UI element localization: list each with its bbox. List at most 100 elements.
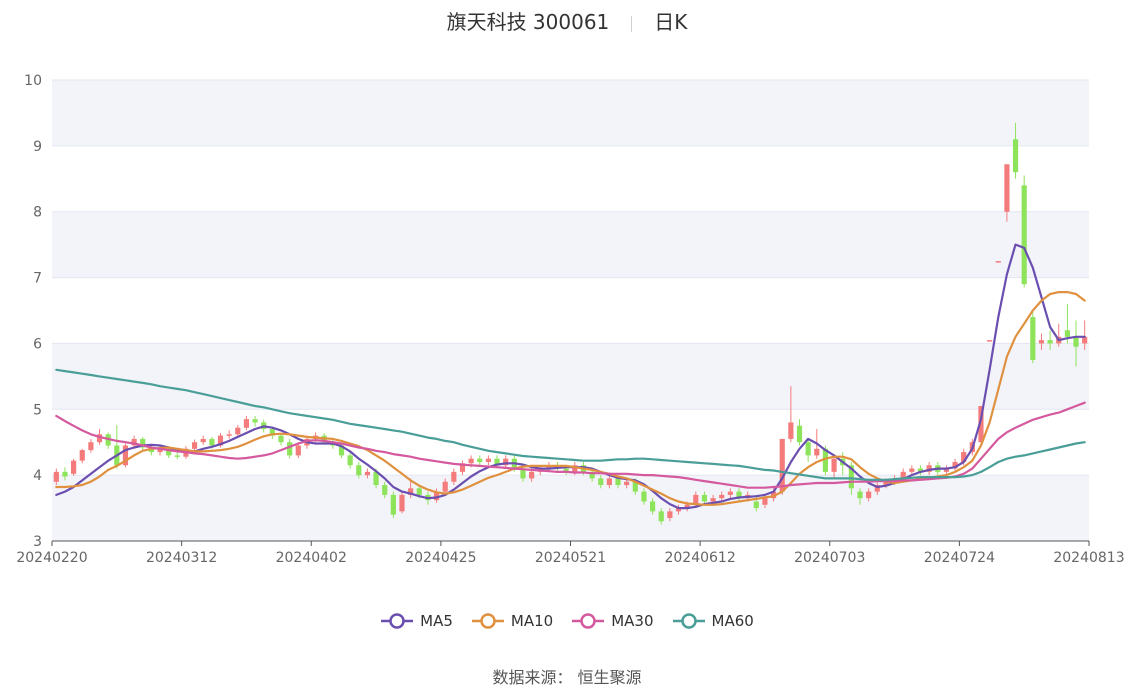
candle-body	[805, 442, 811, 456]
candle-body	[338, 445, 345, 456]
candle-body	[96, 434, 103, 443]
candle-body	[1012, 139, 1019, 173]
candle-body	[831, 458, 837, 472]
legend-item-ma5[interactable]: MA5	[380, 612, 453, 630]
candle	[675, 504, 682, 515]
candle-body	[641, 491, 647, 502]
y-tick-label: 8	[33, 205, 42, 221]
candle	[408, 478, 414, 499]
candle-body	[503, 458, 509, 466]
candle	[650, 498, 656, 515]
candle	[1038, 333, 1045, 351]
legend-item-ma30[interactable]: MA30	[571, 612, 654, 630]
candle-body	[399, 494, 405, 512]
candle	[796, 419, 803, 446]
legend-item-ma10[interactable]: MA10	[471, 612, 553, 630]
candle-body	[347, 455, 353, 466]
legend-marker	[572, 613, 605, 629]
candle-body	[140, 438, 146, 448]
candle-body	[235, 427, 241, 435]
candle-body	[788, 422, 794, 439]
candle	[53, 468, 59, 486]
y-tick-label: 4	[33, 468, 42, 484]
candle-body	[166, 448, 172, 456]
candle-body	[1004, 164, 1010, 212]
stock-title: 旗天科技 300061	[446, 10, 610, 34]
candle-body	[874, 485, 880, 492]
candle-body	[157, 448, 163, 453]
candle-body	[287, 442, 293, 456]
candle-body	[632, 481, 638, 492]
candle	[485, 455, 491, 466]
candle	[831, 455, 837, 479]
candle-body	[762, 498, 768, 505]
candle	[606, 475, 612, 489]
candlesticks	[53, 122, 1088, 525]
candle	[995, 261, 1001, 263]
candle	[658, 508, 664, 525]
candle	[62, 467, 68, 481]
candle-body	[1073, 336, 1079, 347]
candle-body	[736, 491, 742, 499]
candle	[79, 448, 85, 464]
candle	[252, 415, 258, 427]
candle	[1064, 303, 1070, 344]
grid-band	[52, 475, 1089, 541]
legend-marker	[471, 613, 504, 629]
candle	[719, 491, 725, 502]
data-source: 数据来源： 恒生聚源	[492, 668, 642, 687]
candle	[736, 488, 742, 502]
candle	[667, 508, 673, 522]
candle-body	[675, 508, 682, 512]
legend-marker	[381, 613, 414, 629]
x-tick-label: 20240724	[924, 550, 995, 566]
legend-item-ma60[interactable]: MA60	[672, 612, 754, 630]
candle	[1030, 310, 1036, 364]
candle-body	[987, 340, 993, 342]
candle	[943, 465, 950, 476]
candle	[909, 465, 915, 476]
candle-body	[200, 438, 206, 443]
candle	[338, 442, 345, 459]
candle-body	[667, 511, 673, 518]
x-tick-label: 20240402	[276, 550, 347, 566]
x-tick-label: 20240612	[664, 550, 735, 566]
candle	[701, 491, 708, 505]
candle-body	[606, 478, 612, 486]
x-tick-label: 20240813	[1053, 550, 1124, 566]
grid-band	[52, 211, 1089, 278]
candle	[987, 340, 993, 342]
candle-body	[79, 450, 85, 461]
candle-body	[1082, 336, 1088, 344]
kline-chart: 3 4 5 6 7 8 9 10 20240220 20240312 20240402 202404…	[16, 73, 1124, 566]
x-tick-label: 20240312	[146, 550, 217, 566]
grid-band	[52, 277, 1089, 344]
candle-body	[848, 465, 854, 489]
candle-body	[1064, 330, 1070, 337]
candle-body	[243, 419, 250, 428]
candle	[641, 488, 647, 505]
y-axis: 3 4 5 6 7 8 9 10	[24, 73, 42, 550]
candle-body	[719, 494, 725, 499]
candle	[788, 386, 794, 443]
candle-body	[382, 485, 388, 495]
y-tick-label: 7	[33, 271, 42, 287]
candle-body	[943, 468, 950, 472]
candle	[390, 491, 396, 518]
x-tick-label: 20240521	[535, 550, 606, 566]
candle	[727, 488, 733, 499]
candle-body	[900, 471, 906, 479]
legend-label: MA10	[510, 612, 554, 630]
candle-body	[269, 429, 275, 436]
candle-body	[589, 471, 595, 479]
candle	[753, 494, 759, 512]
candle-body	[952, 461, 958, 469]
legend: MA5 MA10 MA30 MA60	[0, 612, 1134, 630]
candle-body	[909, 468, 915, 472]
candle-body	[226, 434, 232, 436]
candle-body	[295, 445, 301, 456]
candle-body	[53, 471, 59, 482]
candle	[278, 432, 284, 446]
candle	[926, 461, 932, 476]
candle-body	[416, 488, 422, 495]
